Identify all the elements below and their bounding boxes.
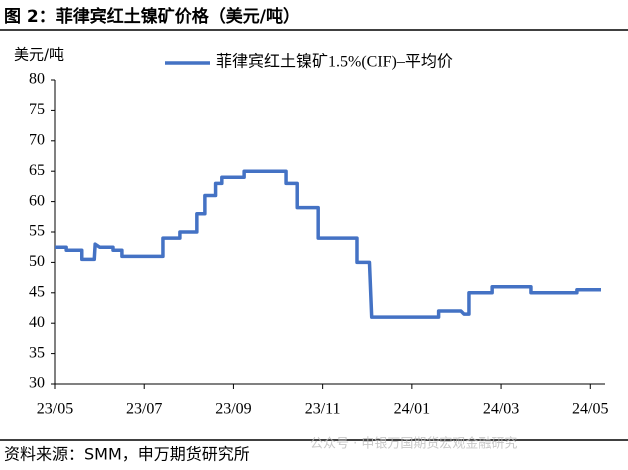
data-line <box>55 169 601 319</box>
y-tick-label: 35 <box>29 344 45 361</box>
y-tick-label: 65 <box>29 162 45 179</box>
y-tick-label: 80 <box>29 71 45 88</box>
y-tick-label: 70 <box>29 131 45 148</box>
x-tick-label: 24/05 <box>572 401 608 418</box>
source: 资料来源：SMM，申万期货研究所 <box>4 445 250 464</box>
y-tick-label: 40 <box>29 314 45 331</box>
y-tick-label: 50 <box>29 253 45 270</box>
y-axis-label: 美元/吨 <box>14 46 64 64</box>
x-tick-label: 23/07 <box>126 401 162 418</box>
x-tick-label: 23/09 <box>215 401 251 418</box>
y-tick-label: 75 <box>29 101 45 118</box>
x-tick-label: 23/11 <box>305 401 341 418</box>
legend-label: 菲律宾红土镍矿1.5%(CIF)–平均价 <box>216 53 453 71</box>
y-tick-label: 55 <box>29 223 45 240</box>
watermark: 公众号 · 申银万国期货宏观金融研究 <box>310 436 517 452</box>
x-tick-label: 24/01 <box>394 401 430 418</box>
y-tick-label: 45 <box>29 283 45 300</box>
x-tick-label: 24/03 <box>483 401 519 418</box>
y-tick-label: 30 <box>29 375 45 392</box>
x-tick-label: 23/05 <box>37 401 73 418</box>
chart-title: 图 2：菲律宾红土镍矿价格（美元/吨） <box>4 6 300 27</box>
y-tick-label: 60 <box>29 192 45 209</box>
